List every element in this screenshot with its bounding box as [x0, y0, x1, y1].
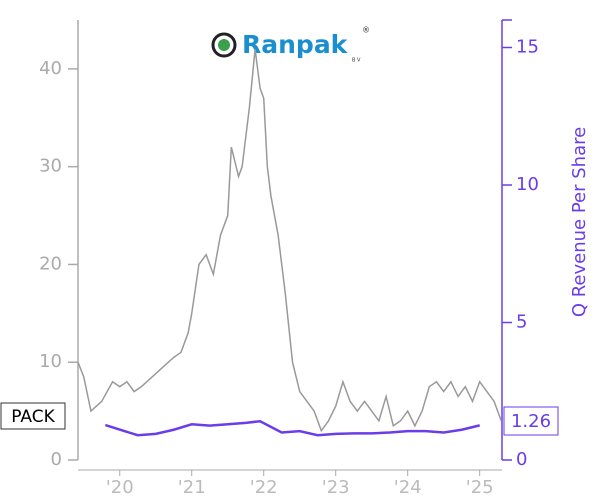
last-value-box [503, 406, 559, 436]
y2-tick-label: 5 [516, 312, 527, 333]
y-tick-label: 40 [39, 58, 62, 79]
x-tick-label: '24 [394, 477, 422, 498]
y2-tick-label: 15 [516, 37, 539, 58]
x-tick-label: '25 [466, 477, 494, 498]
y-tick-label: 10 [39, 351, 62, 372]
logo-sub: B V [352, 58, 361, 64]
logo-leaf [218, 39, 230, 51]
series-line [77, 49, 502, 433]
x-tick-label: '20 [106, 477, 134, 498]
y-tick-label: 30 [39, 156, 62, 177]
y2-tick-label: 0 [516, 449, 527, 470]
last-value-label: 1.26 [511, 411, 551, 432]
logo-text: Ranpak [242, 30, 349, 59]
y-tick-label: 20 [39, 253, 62, 274]
x-tick-label: '22 [250, 477, 278, 498]
ticker-box [0, 402, 66, 430]
x-tick-label: '21 [178, 477, 206, 498]
y-tick-label: 0 [51, 449, 62, 470]
y2-tick-label: 10 [516, 174, 539, 195]
logo-mark: ® [362, 26, 370, 35]
x-tick-label: '23 [322, 477, 350, 498]
y2-axis-label: Q Revenue Per Share [569, 127, 590, 317]
series-line [104, 419, 480, 437]
ticker-label: PACK [11, 407, 55, 427]
logo: Ranpak B V ® [211, 26, 370, 64]
